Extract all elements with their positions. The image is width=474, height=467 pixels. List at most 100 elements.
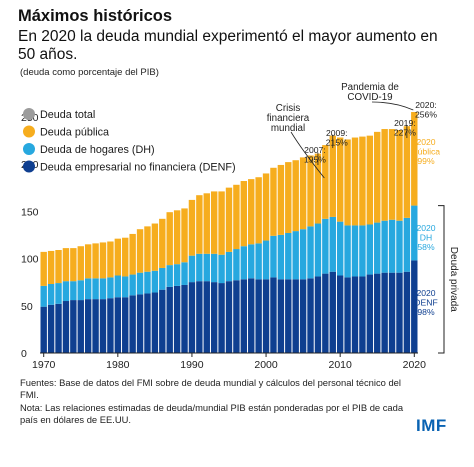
bar-public-1982 — [129, 233, 136, 275]
bar-households-1980 — [114, 275, 122, 298]
bar-corporate-2003 — [285, 279, 292, 353]
annotation-2009-total: 2009: 215% — [326, 128, 348, 148]
annotation-2019-total: 2019: 227% — [394, 118, 416, 138]
bar-public-1986 — [159, 218, 166, 268]
bar-public-1999 — [255, 177, 262, 244]
bar-corporate-1974 — [70, 300, 77, 353]
bar-public-2018 — [396, 129, 403, 221]
legend-label-corporate: Deuda empresarial no financiera (DENF) — [40, 162, 236, 174]
bar-public-2011 — [344, 139, 351, 226]
bar-public-1978 — [99, 242, 107, 279]
bar-households-2002 — [277, 234, 285, 280]
bar-corporate-1989 — [181, 284, 188, 353]
bar-public-1996 — [233, 184, 240, 250]
segment-label-corporate: 2020 DENF 98% — [414, 288, 437, 317]
chart-title: Máximos históricos — [18, 7, 173, 25]
bar-corporate-1985 — [151, 292, 159, 353]
bar-corporate-2011 — [344, 277, 351, 353]
bar-public-1988 — [173, 210, 181, 265]
footer-sources: Fuentes: Base de datos del FMI sobre de … — [20, 377, 401, 401]
bar-corporate-2000 — [262, 279, 270, 353]
bar-public-1972 — [55, 250, 62, 284]
bar-households-1972 — [55, 283, 62, 304]
bar-corporate-1983 — [136, 294, 144, 353]
bar-public-1979 — [107, 241, 114, 278]
bar-corporate-1984 — [144, 293, 151, 353]
bar-public-2014 — [366, 135, 374, 225]
bar-households-2011 — [344, 225, 351, 278]
annotation-2020-total: 2020: 256% — [415, 100, 437, 120]
bar-households-2014 — [366, 224, 374, 275]
bar-households-2003 — [285, 232, 292, 280]
y-tick-label: 0 — [21, 348, 27, 360]
bar-public-2010 — [336, 137, 344, 222]
y-tick-label: 50 — [21, 301, 33, 313]
x-tick-label: 1980 — [106, 359, 130, 370]
annotation-pandemic-label: Pandemia de COVID-19 — [341, 82, 399, 103]
x-tick-label: 2020 — [403, 359, 427, 370]
bar-households-1971 — [47, 284, 55, 305]
x-tick-label: 1970 — [32, 359, 56, 370]
bar-public-2003 — [285, 162, 292, 233]
bar-households-1985 — [151, 270, 159, 293]
bar-corporate-1994 — [218, 283, 225, 353]
bar-public-1994 — [218, 191, 225, 255]
private-debt-label: Deuda privada — [448, 247, 459, 312]
bar-corporate-1972 — [55, 303, 62, 353]
bar-public-2013 — [359, 136, 366, 226]
bar-public-1997 — [240, 181, 248, 247]
bar-corporate-2016 — [381, 272, 388, 354]
bar-households-1989 — [181, 262, 188, 285]
bar-public-1973 — [62, 248, 70, 282]
bar-households-1982 — [129, 274, 136, 296]
legend-label-total: Deuda total — [40, 109, 95, 121]
bar-corporate-1980 — [114, 297, 122, 353]
footer-note: Nota: Las relaciones estimadas de deuda/… — [20, 401, 404, 425]
bar-households-1999 — [255, 243, 262, 280]
bar-corporate-2020 — [411, 260, 418, 353]
bar-corporate-2013 — [359, 276, 366, 353]
bar-corporate-1982 — [129, 295, 136, 353]
bar-public-2001 — [270, 167, 277, 236]
bar-corporate-1997 — [240, 279, 248, 353]
bar-households-2001 — [270, 235, 277, 278]
imf-logo: IMF — [416, 416, 447, 435]
bar-households-1983 — [136, 272, 144, 295]
bar-households-1992 — [203, 253, 210, 282]
bar-corporate-1987 — [166, 286, 173, 353]
bar-households-2007 — [314, 223, 322, 277]
bar-corporate-2006 — [307, 278, 314, 354]
legend-swatch-total — [23, 108, 35, 120]
bar-corporate-1993 — [210, 282, 218, 354]
legend-swatch-corporate — [23, 160, 35, 173]
bar-public-2000 — [262, 173, 270, 241]
bar-households-1991 — [196, 253, 203, 282]
bar-public-2015 — [374, 131, 381, 223]
bar-public-1998 — [248, 179, 255, 245]
bar-corporate-1981 — [122, 297, 129, 353]
bar-corporate-1976 — [84, 299, 92, 353]
bar-households-1998 — [248, 244, 255, 279]
legend-swatch-public — [23, 125, 35, 138]
bar-households-2008 — [322, 218, 329, 274]
chart-subtitle: En 2020 la deuda mundial experimentó el … — [18, 28, 438, 63]
bar-public-1971 — [47, 250, 55, 285]
x-tick-label: 1990 — [180, 359, 204, 370]
bar-public-1992 — [203, 193, 210, 254]
bar-households-2010 — [336, 221, 344, 276]
bar-households-2016 — [381, 220, 388, 273]
bar-corporate-1977 — [92, 299, 99, 353]
bar-corporate-2018 — [396, 272, 403, 354]
bar-corporate-1999 — [255, 279, 262, 353]
y-tick-label: 150 — [21, 206, 39, 218]
bar-households-2013 — [359, 225, 366, 277]
segment-label-public: 2020 Pública 99% — [412, 137, 440, 166]
bar-corporate-2015 — [374, 273, 381, 353]
bar-corporate-1996 — [233, 280, 240, 354]
bar-corporate-1971 — [47, 304, 55, 354]
bar-corporate-2001 — [270, 277, 277, 353]
bar-public-1980 — [114, 238, 122, 276]
bar-households-1984 — [144, 271, 151, 294]
bar-corporate-1988 — [173, 285, 181, 353]
bar-public-2019 — [403, 126, 411, 218]
